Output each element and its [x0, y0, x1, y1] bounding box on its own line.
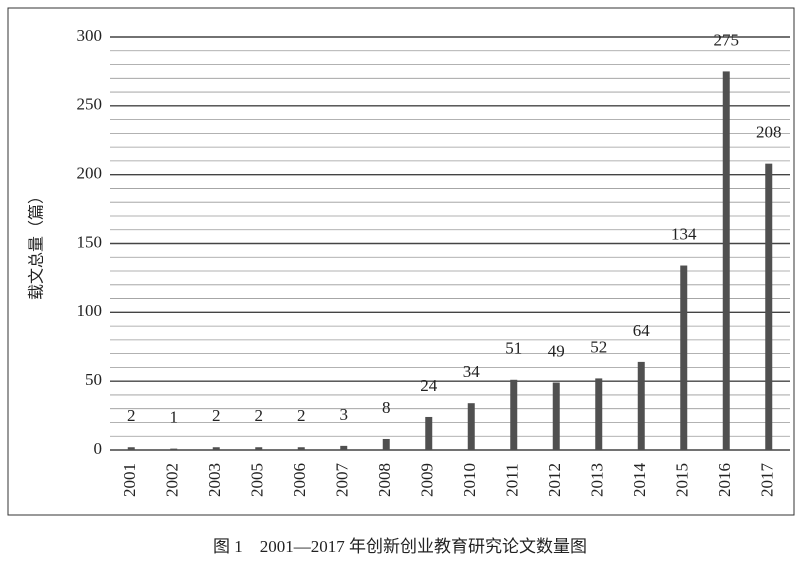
y-tick-label: 0 [94, 439, 103, 458]
x-tick-label: 2009 [418, 463, 437, 497]
x-tick-label: 2010 [460, 463, 479, 497]
value-label: 52 [590, 337, 607, 356]
bar [595, 378, 603, 450]
bar [765, 163, 773, 451]
bar [127, 447, 135, 450]
bar [255, 447, 263, 450]
y-tick-label: 100 [77, 301, 103, 320]
x-tick-label: 2014 [630, 463, 649, 498]
bar [637, 361, 645, 450]
bar [170, 448, 178, 450]
y-tick-label: 50 [85, 370, 102, 389]
value-label: 34 [463, 362, 481, 381]
y-axis-title: 载文总量（篇） [28, 188, 46, 300]
value-label: 8 [382, 398, 391, 417]
x-tick-label: 2017 [758, 463, 777, 498]
value-label: 134 [671, 224, 697, 243]
x-tick-label: 2016 [715, 463, 734, 497]
value-label: 2 [212, 406, 221, 425]
chart-frame [7, 7, 795, 516]
bar [467, 403, 475, 450]
bar [722, 71, 730, 451]
x-tick-label: 2015 [673, 463, 692, 497]
x-tick-label: 2012 [545, 463, 564, 497]
bar [212, 447, 220, 450]
bar [680, 265, 688, 450]
value-label: 64 [633, 321, 651, 340]
value-label: 3 [340, 405, 349, 424]
x-tick-label: 2011 [503, 463, 522, 496]
value-label: 208 [756, 123, 782, 142]
value-label: 1 [170, 408, 179, 427]
bar [340, 445, 348, 450]
x-tick-label: 2008 [375, 463, 394, 497]
bar [382, 438, 390, 450]
y-tick-label: 150 [77, 232, 103, 251]
x-tick-label: 2007 [333, 463, 352, 498]
x-tick-label: 2003 [205, 463, 224, 497]
x-tick-label: 2013 [588, 463, 607, 497]
value-label: 2 [297, 406, 306, 425]
value-label: 51 [505, 339, 522, 358]
caption: 图 1 2001—2017 年创新创业教育研究论文数量图 [213, 537, 587, 556]
y-tick-label: 200 [77, 164, 103, 183]
bar [510, 379, 518, 450]
x-tick-label: 2002 [163, 463, 182, 497]
x-tick-label: 2006 [290, 463, 309, 497]
value-label: 49 [548, 341, 565, 360]
value-label: 2 [127, 406, 136, 425]
x-tick-label: 2001 [120, 463, 139, 497]
y-tick-label: 250 [77, 95, 103, 114]
value-label: 2 [255, 406, 264, 425]
value-label: 24 [420, 376, 438, 395]
x-tick-label: 2005 [248, 463, 267, 497]
bar [297, 447, 305, 450]
bar [425, 416, 433, 450]
y-tick-label: 300 [77, 26, 103, 45]
bar [552, 382, 560, 450]
value-label: 275 [714, 30, 740, 49]
